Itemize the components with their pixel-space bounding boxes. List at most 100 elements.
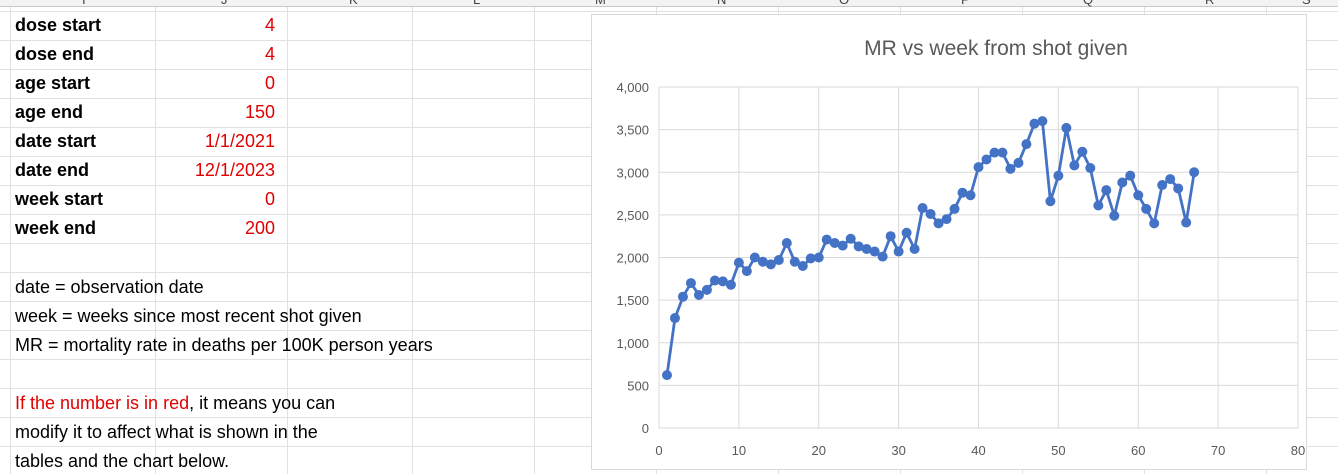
data-point[interactable] (1037, 116, 1048, 127)
data-point[interactable] (733, 257, 744, 268)
mr-chart[interactable]: MR vs week from shot given 0 500 1,000 1,50… (591, 14, 1307, 470)
data-point[interactable] (765, 259, 776, 270)
data-point[interactable] (797, 261, 808, 272)
param-value[interactable]: 0 (264, 189, 275, 209)
note-modify[interactable]: modify it to affect what is shown in the (15, 422, 318, 442)
data-point[interactable] (845, 233, 856, 244)
param-label[interactable]: dose start (15, 15, 102, 35)
column-letter[interactable]: R (1205, 0, 1214, 7)
data-point[interactable] (1101, 185, 1112, 196)
data-point[interactable] (773, 255, 784, 266)
data-point[interactable] (701, 284, 712, 295)
param-value[interactable]: 150 (244, 102, 275, 122)
data-point[interactable] (901, 227, 912, 238)
column-letter[interactable]: I (82, 0, 86, 7)
data-point[interactable] (1117, 177, 1128, 188)
param-label[interactable]: age end (15, 102, 84, 122)
column-letter[interactable]: M (595, 0, 606, 7)
data-point[interactable] (749, 252, 760, 263)
note-date[interactable]: date = observation date (15, 277, 204, 297)
data-point[interactable] (709, 275, 720, 286)
param-label[interactable]: date start (15, 131, 97, 151)
note-mr[interactable]: MR = mortality rate in deaths per 100K p… (15, 335, 433, 355)
data-point[interactable] (693, 290, 704, 301)
note-red-explanation[interactable]: If the number is in red, it means you ca… (15, 389, 335, 418)
column-letter[interactable]: N (717, 0, 726, 7)
data-point[interactable] (1141, 203, 1152, 214)
note-week[interactable]: week = weeks since most recent shot give… (15, 306, 362, 326)
column-letter[interactable]: Q (1083, 0, 1093, 7)
data-point[interactable] (661, 370, 672, 381)
data-point[interactable] (1181, 217, 1192, 228)
data-point[interactable] (741, 266, 752, 277)
data-point[interactable] (805, 253, 816, 264)
data-point[interactable] (1133, 190, 1144, 201)
data-point[interactable] (1069, 160, 1080, 171)
data-point[interactable] (997, 147, 1008, 158)
data-point[interactable] (837, 240, 848, 251)
data-point[interactable] (973, 162, 984, 173)
data-point[interactable] (1157, 180, 1168, 191)
data-point[interactable] (1173, 183, 1184, 194)
data-point[interactable] (1085, 162, 1096, 173)
param-value[interactable]: 0 (264, 73, 275, 93)
data-point[interactable] (885, 231, 896, 242)
data-point[interactable] (957, 187, 968, 198)
note-tables[interactable]: tables and the chart below. (15, 451, 230, 471)
data-point[interactable] (1021, 139, 1032, 150)
column-letter[interactable]: P (961, 0, 970, 7)
data-point[interactable] (1093, 200, 1104, 211)
data-point[interactable] (1189, 167, 1200, 178)
data-point[interactable] (813, 252, 824, 263)
data-point[interactable] (1149, 218, 1160, 229)
data-point[interactable] (821, 234, 832, 245)
data-point[interactable] (1165, 174, 1176, 185)
param-value[interactable]: 12/1/2023 (194, 160, 275, 180)
param-label[interactable]: dose end (15, 44, 95, 64)
param-label[interactable]: age start (15, 73, 91, 93)
data-point[interactable] (917, 203, 928, 214)
data-point[interactable] (877, 251, 888, 262)
param-value[interactable]: 200 (244, 218, 275, 238)
data-point[interactable] (757, 256, 768, 267)
param-value[interactable]: 4 (264, 15, 275, 35)
data-point[interactable] (989, 147, 1000, 158)
column-letter[interactable]: K (349, 0, 358, 7)
data-point[interactable] (1125, 170, 1136, 181)
data-point[interactable] (965, 190, 976, 201)
data-point[interactable] (717, 276, 728, 287)
param-label[interactable]: week end (15, 218, 97, 238)
data-point[interactable] (853, 241, 864, 252)
param-value[interactable]: 4 (264, 44, 275, 64)
data-point[interactable] (1109, 210, 1120, 221)
data-point[interactable] (669, 313, 680, 324)
data-point[interactable] (725, 279, 736, 290)
data-point[interactable] (909, 243, 920, 254)
data-point[interactable] (1005, 163, 1016, 174)
param-label[interactable]: week start (15, 189, 104, 209)
data-point[interactable] (869, 246, 880, 257)
data-point[interactable] (677, 291, 688, 302)
data-point[interactable] (933, 218, 944, 229)
column-letter[interactable]: J (221, 0, 228, 7)
data-point[interactable] (981, 154, 992, 165)
data-point[interactable] (1061, 122, 1072, 133)
data-point[interactable] (925, 209, 936, 220)
data-point[interactable] (861, 243, 872, 254)
column-letter[interactable]: L (473, 0, 480, 7)
column-letter[interactable]: S (1302, 0, 1311, 7)
data-point[interactable] (789, 256, 800, 267)
param-value[interactable]: 1/1/2021 (204, 131, 275, 151)
data-point[interactable] (949, 203, 960, 214)
data-point[interactable] (1013, 157, 1024, 168)
param-label[interactable]: date end (15, 160, 90, 180)
data-point[interactable] (1053, 170, 1064, 181)
data-point[interactable] (829, 238, 840, 249)
data-point[interactable] (781, 238, 792, 249)
data-point[interactable] (893, 246, 904, 257)
data-point[interactable] (1029, 118, 1040, 129)
data-point[interactable] (1045, 196, 1056, 207)
data-point[interactable] (941, 214, 952, 225)
column-letter[interactable]: O (839, 0, 849, 7)
data-point[interactable] (685, 278, 696, 289)
